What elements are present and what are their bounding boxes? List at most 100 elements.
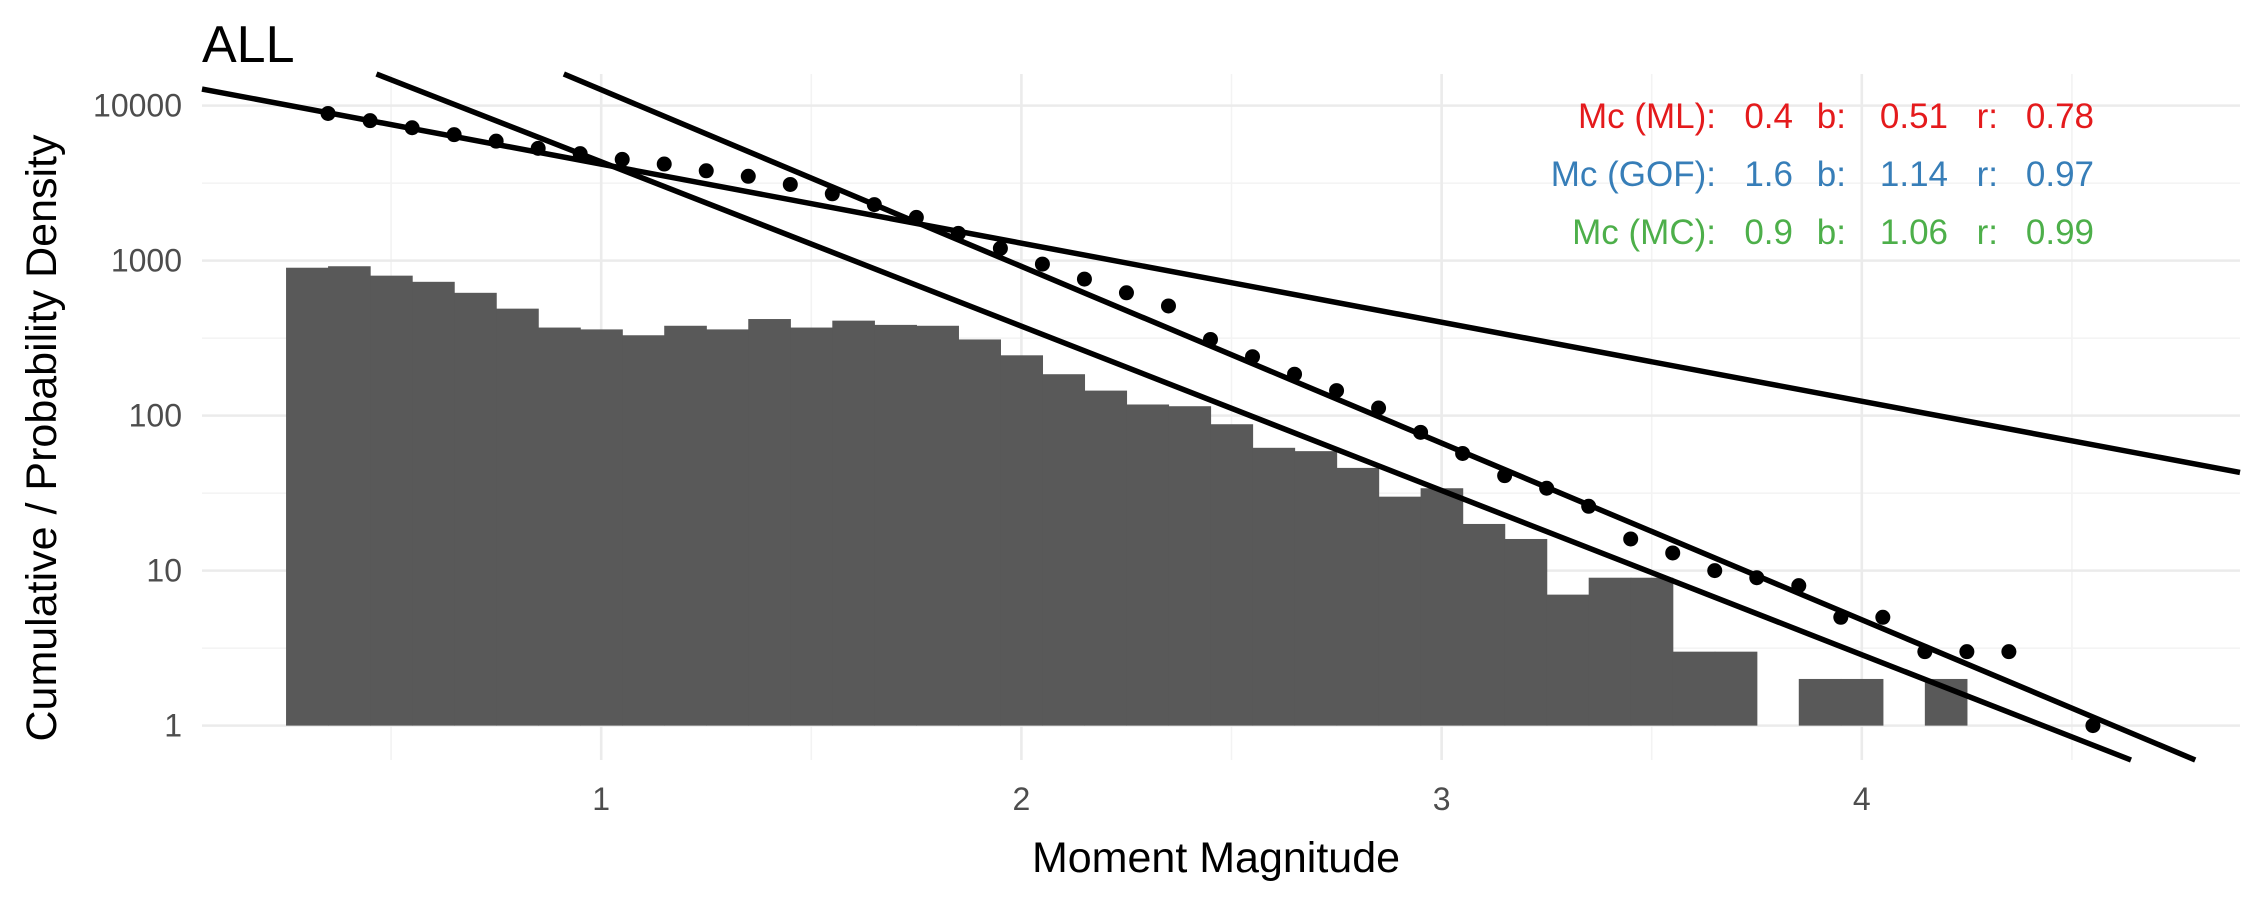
anno-label: Mc (ML): <box>1578 97 1716 136</box>
x-axis-title: Moment Magnitude <box>1032 834 1400 882</box>
y-tick-label: 1000 <box>111 243 182 279</box>
cumulative-point <box>1202 331 1218 347</box>
y-tick-label: 1 <box>164 708 182 744</box>
cumulative-point <box>1959 644 1975 660</box>
cumulative-point <box>1371 400 1387 416</box>
fit-line-mc-mc <box>375 71 2133 763</box>
histogram-bar <box>1714 651 1758 726</box>
cumulative-point <box>698 163 714 179</box>
histogram-bar <box>1084 390 1128 726</box>
fit-annotations: Mc (ML): 0.4 b: 0.51 r: 0.78 Mc (GOF): 1.6 b: 1.1… <box>1551 97 2094 252</box>
cumulative-point <box>1875 609 1891 625</box>
cumulative-point <box>404 120 420 136</box>
histogram-bar <box>1546 594 1590 726</box>
anno-b-label: b: <box>1817 155 1846 194</box>
y-axis-title: Cumulative / Probability Density <box>18 134 66 742</box>
x-tick-label: 3 <box>1433 781 1451 817</box>
histogram-bar <box>1672 651 1716 726</box>
histogram-bar <box>958 339 1001 726</box>
cumulative-point <box>1539 480 1555 496</box>
anno-b-value: 1.06 <box>1880 213 1948 252</box>
histogram-bar <box>832 320 875 726</box>
cumulative-point <box>572 146 588 162</box>
cumulative-point <box>1623 531 1639 547</box>
cumulative-point <box>992 240 1008 256</box>
cumulative-points <box>320 105 2101 734</box>
histogram-bar <box>1210 424 1254 726</box>
y-tick-label: 10000 <box>93 88 182 124</box>
cumulative-point <box>740 168 756 184</box>
histogram-bar <box>1630 577 1674 726</box>
cumulative-point <box>1287 366 1303 382</box>
histogram-bar <box>1840 678 1884 726</box>
histogram-bar <box>1588 577 1632 726</box>
histogram-bar <box>538 327 581 726</box>
anno-r-label: r: <box>1977 155 1998 194</box>
cumulative-point <box>1833 609 1849 625</box>
x-tick-label: 4 <box>1853 781 1871 817</box>
anno-b-value: 1.14 <box>1880 155 1948 194</box>
cumulative-point <box>1160 298 1176 314</box>
cumulative-point <box>1707 563 1723 579</box>
histogram-bar <box>1126 404 1170 726</box>
y-axis-ticks: 1 10 100 1000 10000 <box>93 88 182 744</box>
histogram-bar <box>1462 523 1506 726</box>
anno-mc-value: 0.4 <box>1744 97 1793 136</box>
histogram-bar <box>1000 355 1044 726</box>
x-axis-ticks: 1 2 3 4 <box>592 781 1870 817</box>
histogram-bar <box>1336 467 1380 726</box>
cumulative-point <box>614 151 630 167</box>
cumulative-point <box>824 186 840 202</box>
histogram-bar <box>328 266 371 726</box>
histogram-bar <box>1420 488 1464 726</box>
cumulative-point <box>656 156 672 172</box>
histogram-bar <box>286 267 329 726</box>
cumulative-point <box>2001 644 2017 660</box>
cumulative-point <box>1917 644 1933 660</box>
cumulative-point <box>1034 256 1050 272</box>
anno-label: Mc (GOF): <box>1551 155 1716 194</box>
cumulative-point <box>866 197 882 213</box>
cumulative-point <box>1749 570 1765 586</box>
histogram-bar <box>1252 447 1296 726</box>
anno-mc-value: 0.9 <box>1744 213 1793 252</box>
cumulative-point <box>2085 718 2101 734</box>
histogram-bar <box>874 324 917 726</box>
histogram-bar <box>664 325 707 726</box>
cumulative-point <box>446 127 462 143</box>
histogram-bar <box>748 319 791 726</box>
histogram-bar <box>622 335 665 726</box>
anno-label: Mc (MC): <box>1572 213 1716 252</box>
histogram-bar <box>1378 496 1422 726</box>
cumulative-point <box>320 105 336 121</box>
plot-title: ALL <box>202 16 295 74</box>
histogram-bar <box>706 329 749 726</box>
histogram-bar <box>790 327 833 726</box>
cumulative-point <box>1791 578 1807 594</box>
histogram-bar <box>454 292 497 726</box>
cumulative-point <box>1497 468 1513 484</box>
anno-r-value: 0.97 <box>2026 155 2094 194</box>
histogram-bar <box>496 308 539 726</box>
cumulative-point <box>1118 285 1134 301</box>
histogram-bar <box>1168 406 1212 726</box>
cumulative-point <box>1076 271 1092 287</box>
histogram-bar <box>1798 678 1842 726</box>
x-tick-label: 2 <box>1013 781 1031 817</box>
histogram-bar <box>1042 374 1086 726</box>
histogram-bar <box>412 281 455 726</box>
cumulative-point <box>1329 383 1345 399</box>
cumulative-point <box>1665 545 1681 561</box>
cumulative-point <box>908 209 924 225</box>
anno-mc-value: 1.6 <box>1744 155 1793 194</box>
y-tick-label: 10 <box>146 553 182 589</box>
anno-b-label: b: <box>1817 97 1846 136</box>
histogram-bar <box>370 275 413 726</box>
histogram-bars <box>286 266 1968 726</box>
cumulative-point <box>362 113 378 129</box>
histogram-bar <box>1294 451 1338 726</box>
anno-b-value: 0.51 <box>1880 97 1948 136</box>
histogram-bar <box>916 325 959 726</box>
cumulative-point <box>530 140 546 156</box>
